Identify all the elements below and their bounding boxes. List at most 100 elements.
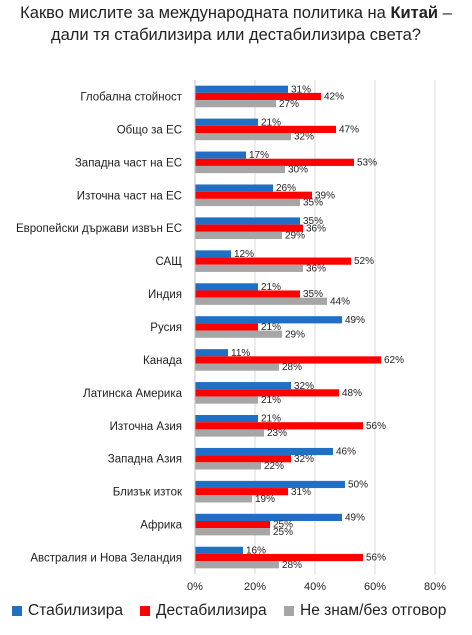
bar-destabilizes (195, 158, 354, 166)
bar-destabilizes (195, 553, 363, 562)
category-label: Латинска Америка (83, 388, 182, 400)
legend-item-stabilizes: Стабилизира (12, 602, 123, 620)
category-label: Глобална стойност (80, 91, 182, 103)
title-line1-text: Какво мислите за международната политика… (20, 4, 391, 22)
data-label: 28% (282, 560, 302, 571)
bar-dont-know (195, 561, 279, 569)
bar-dont-know (195, 330, 282, 338)
legend-swatch-stabilizes (12, 606, 22, 616)
category-label: Европейски държави извън ЕС (16, 223, 182, 235)
bar-dont-know (195, 133, 291, 141)
data-label: 30% (288, 165, 308, 176)
data-label: 35% (303, 216, 323, 227)
bar-stabilizes (195, 447, 333, 456)
bar-dont-know (195, 429, 264, 437)
bar-stabilizes (195, 118, 258, 126)
category-label: Индия (148, 289, 182, 301)
data-label: 26% (276, 183, 296, 194)
data-label: 44% (330, 296, 350, 307)
data-label: 21% (261, 282, 281, 293)
legend-item-destabilizes: Дестабилизира (140, 602, 267, 620)
title-line1-dash: – (438, 4, 452, 22)
data-label: 21% (261, 395, 281, 406)
data-label: 25% (273, 520, 293, 531)
category-label: Общо за ЕС (117, 124, 182, 136)
data-label: 50% (348, 480, 368, 491)
bar-destabilizes (195, 191, 312, 199)
data-label: 21% (261, 322, 281, 333)
category-label: САЩ (155, 256, 182, 268)
bar-stabilizes (195, 250, 231, 258)
data-label: 27% (279, 99, 299, 110)
legend-label-destabilizes: Дестабилизира (156, 602, 267, 619)
x-tick-label: 60% (364, 581, 386, 593)
data-label: 49% (345, 513, 365, 524)
bar-destabilizes (195, 488, 288, 496)
data-label: 21% (261, 414, 281, 425)
data-label: 32% (294, 454, 314, 465)
data-label: 19% (255, 494, 275, 505)
bar-destabilizes (195, 323, 258, 331)
legend-label-dont-know: Не знам/без отговор (300, 602, 447, 619)
data-label: 31% (291, 487, 311, 498)
x-tick-label: 0% (187, 581, 203, 593)
data-label: 36% (306, 223, 326, 234)
data-label: 52% (354, 256, 374, 267)
data-label: 48% (342, 388, 362, 399)
bar-dont-know (195, 495, 252, 503)
data-label: 62% (384, 355, 404, 366)
legend: Стабилизира Дестабилизира Не знам/без от… (12, 598, 472, 628)
bar-dont-know (195, 231, 282, 239)
bar-chart: 0% 20% 40% 60% 80% Глобална стойност 31% 42% 27%… (16, 80, 446, 593)
data-label: 46% (336, 447, 356, 458)
legend-label-stabilizes: Стабилизира (28, 602, 123, 619)
bar-dont-know (195, 396, 258, 404)
data-label: 47% (339, 125, 359, 136)
bar-stabilizes (195, 217, 300, 225)
data-label: 17% (249, 150, 269, 161)
bar-dont-know (195, 198, 300, 207)
title-highlight: Китай (390, 4, 439, 22)
bar-destabilizes (195, 356, 381, 364)
category-label: Австралия и Нова Зеландия (30, 553, 182, 565)
category-label: Западна част на ЕС (75, 157, 182, 169)
data-label: 32% (294, 132, 314, 143)
data-label: 28% (282, 362, 302, 373)
bar-stabilizes (195, 316, 342, 324)
legend-swatch-destabilizes (140, 606, 150, 616)
bar-stabilizes (195, 184, 273, 192)
data-label: 22% (264, 461, 284, 472)
x-tick-label: 80% (424, 581, 446, 593)
bar-destabilizes (195, 92, 321, 101)
bar-dont-know (195, 528, 270, 536)
data-label: 12% (234, 249, 254, 260)
bar-dont-know (195, 165, 285, 174)
category-label: Канада (143, 355, 183, 367)
bar-destabilizes (195, 125, 336, 133)
category-label: Източна Азия (110, 421, 182, 433)
bar-stabilizes (195, 382, 291, 390)
bar-destabilizes (195, 422, 363, 430)
data-label: 36% (306, 263, 326, 274)
data-label: 11% (231, 348, 250, 359)
bar-destabilizes (195, 521, 270, 529)
data-label: 21% (261, 117, 281, 128)
bar-stabilizes (195, 546, 243, 554)
bar-stabilizes (195, 283, 258, 291)
data-label: 29% (285, 231, 305, 242)
category-label: Русия (150, 322, 182, 334)
bar-destabilizes (195, 455, 291, 463)
data-label: 53% (357, 157, 377, 168)
data-label: 39% (315, 190, 335, 201)
data-label: 25% (273, 527, 293, 538)
data-label: 16% (246, 545, 266, 556)
bar-destabilizes (195, 257, 351, 265)
bar-stabilizes (195, 349, 228, 357)
data-label: 32% (294, 381, 314, 392)
bar-stabilizes (195, 513, 342, 521)
category-label: Африка (140, 520, 182, 532)
x-tick-label: 20% (244, 581, 266, 593)
bar-dont-know (195, 363, 279, 371)
legend-swatch-dont-know (284, 606, 294, 616)
bar-destabilizes (195, 224, 303, 232)
